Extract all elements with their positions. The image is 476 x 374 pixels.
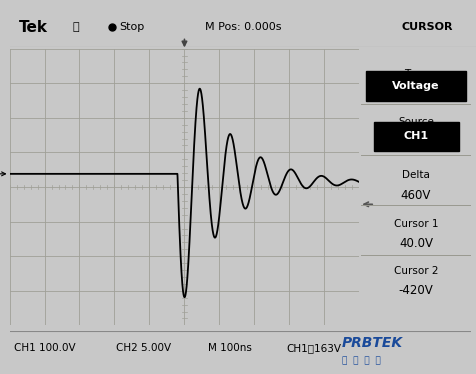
Text: Delta: Delta (402, 169, 430, 180)
Text: M Pos: 0.000s: M Pos: 0.000s (206, 22, 282, 32)
Text: 40.0V: 40.0V (399, 237, 433, 250)
Text: Cursor 2: Cursor 2 (394, 266, 438, 276)
FancyBboxPatch shape (374, 122, 458, 151)
Text: Tek: Tek (19, 20, 48, 35)
FancyBboxPatch shape (366, 71, 466, 101)
Text: Stop: Stop (119, 22, 144, 32)
Text: Voltage: Voltage (392, 81, 440, 91)
Text: 普  科  科  技: 普 科 科 技 (342, 357, 381, 366)
Text: M 100ns: M 100ns (208, 343, 252, 353)
Text: Type: Type (404, 68, 428, 79)
Text: PRBTEK: PRBTEK (342, 337, 403, 350)
Text: CH1 100.0V: CH1 100.0V (14, 343, 76, 353)
Text: CH1: CH1 (404, 131, 428, 141)
Text: CH1⌵163V: CH1⌵163V (287, 343, 342, 353)
Text: Source: Source (398, 117, 434, 127)
Text: 460V: 460V (401, 189, 431, 202)
Text: Cursor 1: Cursor 1 (394, 220, 438, 229)
Text: -420V: -420V (398, 284, 434, 297)
Text: CH2 5.00V: CH2 5.00V (116, 343, 171, 353)
Text: ⎍: ⎍ (72, 22, 79, 32)
Text: CURSOR: CURSOR (401, 22, 453, 32)
